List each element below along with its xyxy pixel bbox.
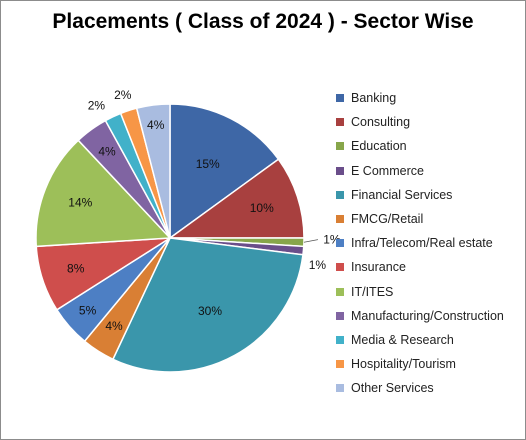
- legend-item-other-services: Other Services: [336, 376, 504, 400]
- pie-slice-banking: [169, 103, 280, 240]
- legend-swatch: [336, 287, 344, 296]
- slice-label-media-research: 2%: [88, 98, 106, 112]
- slice-label-e-commerce: 1%: [309, 258, 327, 272]
- legend-label: IT/ITES: [351, 284, 394, 299]
- legend-item-financial-services: Financial Services: [336, 183, 504, 207]
- legend-label: Manufacturing/Construction: [351, 308, 504, 323]
- pie-slice-consulting: [167, 158, 305, 239]
- legend-item-insurance: Insurance: [336, 255, 504, 279]
- slice-label-it-ites: 14%: [68, 195, 92, 209]
- slice-label-fmcg-retail: 4%: [105, 319, 123, 333]
- slice-label-banking: 15%: [196, 157, 220, 171]
- chart-title: Placements ( Class of 2024 ) - Sector Wi…: [52, 10, 474, 33]
- legend-swatch: [336, 190, 344, 199]
- legend-swatch: [336, 166, 344, 175]
- pie-slice-other-services: [135, 103, 171, 239]
- legend-swatch: [336, 311, 344, 320]
- legend-label: Consulting: [351, 115, 411, 130]
- legend-item-education: Education: [336, 134, 504, 158]
- legend-swatch: [336, 239, 344, 248]
- slice-label-other-services: 4%: [147, 118, 165, 132]
- legend-label: Media & Research: [351, 332, 454, 347]
- legend-label: Insurance: [351, 260, 406, 275]
- legend-label: Financial Services: [351, 187, 453, 202]
- legend-item-hospitality-tourism: Hospitality/Tourism: [336, 352, 504, 376]
- legend-swatch: [336, 335, 344, 344]
- legend-swatch: [336, 94, 344, 103]
- legend-item-manufacturing-construction: Manufacturing/Construction: [336, 304, 504, 328]
- slice-label-consulting: 10%: [250, 201, 274, 215]
- legend-label: Education: [351, 139, 407, 154]
- legend-label: Hospitality/Tourism: [351, 357, 456, 372]
- pie-slice-financial-services: [111, 237, 304, 373]
- legend-swatch: [336, 118, 344, 127]
- legend-label: Banking: [351, 91, 397, 106]
- legend-item-media-research: Media & Research: [336, 328, 504, 352]
- pie-labels: 15%10%1%1%30%4%5%8%14%4%2%2%4%: [67, 88, 341, 333]
- pie-slice-it-ites: [35, 139, 172, 248]
- legend-swatch: [336, 384, 344, 393]
- slice-label-insurance: 8%: [67, 262, 85, 276]
- leader-line-education: [303, 239, 318, 243]
- legend-item-it-ites: IT/ITES: [336, 280, 504, 304]
- legend-item-fmcg-retail: FMCG/Retail: [336, 207, 504, 231]
- slice-label-hospitality-tourism: 2%: [114, 88, 132, 102]
- slice-label-manufacturing-construction: 4%: [98, 144, 116, 158]
- legend-swatch: [336, 360, 344, 369]
- legend-label: FMCG/Retail: [351, 212, 424, 227]
- legend-label: E Commerce: [351, 163, 424, 178]
- legend: Banking Consulting Education E Commerce Fina…: [336, 86, 504, 400]
- legend-label: Other Services: [351, 381, 434, 396]
- legend-swatch: [336, 142, 344, 151]
- slice-label-infra-telecom-real-estate: 5%: [79, 304, 97, 318]
- legend-item-banking: Banking: [336, 86, 504, 110]
- legend-label: Infra/Telecom/Real estate: [351, 236, 493, 251]
- legend-item-infra-telecom-real-estate: Infra/Telecom/Real estate: [336, 231, 504, 255]
- pie-slices: [35, 103, 305, 373]
- legend-item-consulting: Consulting: [336, 110, 504, 134]
- legend-swatch: [336, 215, 344, 224]
- slice-label-financial-services: 30%: [198, 304, 222, 318]
- legend-item-e-commerce: E Commerce: [336, 159, 504, 183]
- legend-swatch: [336, 263, 344, 272]
